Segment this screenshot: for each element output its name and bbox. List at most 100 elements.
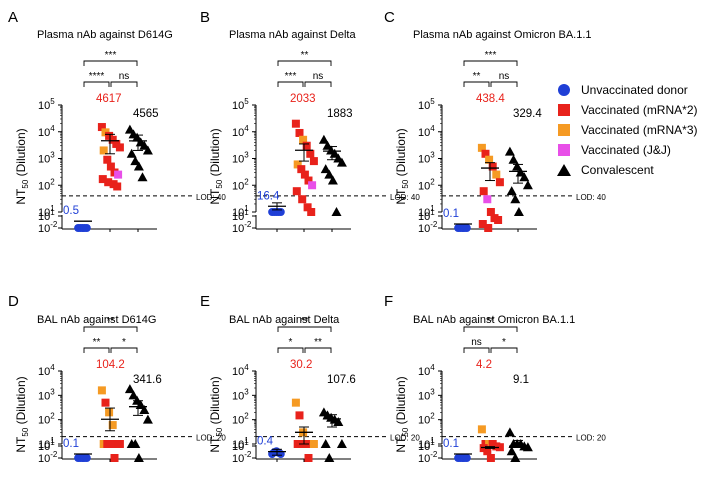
square-icon	[558, 144, 570, 156]
y-tick-label: 102	[38, 412, 55, 427]
data-point-mrna3	[492, 170, 501, 179]
data-point-unvaccinated	[82, 224, 91, 232]
square-icon	[558, 104, 570, 116]
data-point-mrna2	[295, 411, 304, 420]
lod-label: LOD: 40	[196, 193, 226, 202]
significance-bracket	[463, 326, 518, 332]
data-point-mrna2	[291, 119, 300, 128]
legend-label: Convalescent	[581, 163, 654, 177]
significance-bracket	[110, 347, 138, 353]
significance-label: **	[301, 50, 309, 61]
y-axis-label: NT50 (Dilution)	[14, 376, 30, 452]
data-point-convalescent	[336, 157, 347, 167]
data-point-mrna2	[483, 447, 492, 456]
square-icon	[558, 124, 570, 136]
data-point-mrna2	[306, 149, 315, 158]
y-axis-label: NT50 (Dilution)	[208, 376, 224, 452]
y-tick-label: 104	[232, 363, 249, 378]
data-point-convalescent	[506, 186, 517, 196]
legend-item-jj: Vaccinated (J&J)	[556, 140, 712, 160]
data-point-convalescent	[522, 180, 533, 190]
data-point-convalescent	[126, 148, 137, 158]
significance-label: *	[502, 337, 506, 348]
chart-panel-f: F BAL nAb against Omicron BA.1.1 NT50 (Dil…	[384, 293, 606, 465]
lod-label: LOD: 40	[576, 193, 606, 202]
y-tick-label: 105	[232, 97, 249, 112]
data-point-mrna2	[304, 454, 313, 462]
significance-label: **	[301, 316, 309, 327]
significance-bracket	[277, 326, 332, 332]
y-axis-label: NT50 (Dilution)	[394, 376, 410, 452]
y-tick-label: 102	[418, 412, 435, 427]
data-point-mrna2	[484, 224, 493, 232]
data-point-mrna2	[101, 398, 110, 407]
y-tick-label: 104	[418, 124, 435, 139]
panel-letter: E	[200, 293, 210, 310]
y-tick-label: 103	[418, 151, 435, 166]
significance-bracket	[277, 60, 332, 66]
data-point-unvaccinated	[462, 224, 471, 232]
data-point-mrna2	[295, 128, 304, 137]
y-tick-label: 103	[232, 151, 249, 166]
data-point-convalescent	[124, 384, 135, 394]
mean-label: 4565	[133, 108, 159, 120]
legend: Unvaccinated donor Vaccinated (mRNA*2) V…	[556, 80, 712, 180]
significance-bracket	[83, 60, 138, 66]
mean-label: 329.4	[513, 108, 542, 120]
data-point-mrna2	[481, 149, 490, 158]
mean-label: 0.5	[63, 205, 79, 217]
significance-bracket	[304, 81, 332, 87]
triangle-icon	[557, 164, 571, 176]
y-tick-label: 105	[38, 97, 55, 112]
data-point-convalescent	[504, 427, 515, 437]
data-point-mrna2	[98, 175, 107, 184]
panel-letter: F	[384, 293, 393, 310]
significance-bracket	[463, 81, 490, 87]
y-tick-label: 104	[38, 363, 55, 378]
data-point-mrna2	[115, 143, 124, 152]
data-point-mrna2	[97, 123, 106, 132]
data-point-mrna3	[477, 143, 486, 152]
panel-title: Plasma nAb against Delta	[229, 29, 356, 41]
significance-label: *	[122, 337, 126, 348]
y-tick-label: 10-2	[418, 220, 438, 235]
data-point-convalescent	[142, 414, 153, 424]
data-point-mrna2	[495, 443, 504, 452]
panel-letter: B	[200, 9, 210, 26]
data-point-convalescent	[513, 207, 524, 216]
y-tick-label: 105	[418, 97, 435, 112]
data-point-jj	[114, 170, 123, 179]
significance-label: ***	[485, 50, 497, 61]
data-point-convalescent	[130, 439, 141, 448]
data-point-mrna2	[307, 208, 316, 216]
data-point-convalescent	[128, 390, 139, 400]
panel-letter: A	[8, 9, 18, 26]
y-tick-label: 10-2	[38, 450, 58, 465]
data-point-mrna3	[291, 398, 300, 407]
significance-bracket	[83, 347, 110, 353]
data-point-mrna3	[299, 135, 308, 144]
data-point-mrna2	[104, 178, 113, 187]
lod-label: LOD: 40	[390, 193, 420, 202]
significance-bracket	[490, 347, 518, 353]
significance-bracket	[304, 347, 332, 353]
data-point-mrna2	[297, 165, 306, 174]
panel-title: BAL nAb against Delta	[229, 314, 340, 326]
y-tick-label: 103	[38, 151, 55, 166]
y-tick-label: 103	[38, 387, 55, 402]
data-point-convalescent	[320, 164, 331, 174]
mean-label: 1883	[327, 108, 353, 120]
y-tick-label: 102	[38, 177, 55, 192]
mean-label: 104.2	[96, 359, 125, 371]
significance-label: **	[487, 316, 495, 327]
legend-item-mrna2: Vaccinated (mRNA*2)	[556, 100, 712, 120]
data-point-mrna2	[486, 208, 495, 216]
significance-label: *	[289, 337, 293, 348]
data-point-jj	[483, 195, 492, 204]
data-point-mrna2	[300, 170, 309, 179]
y-tick-label: 102	[418, 177, 435, 192]
legend-label: Unvaccinated donor	[581, 83, 688, 97]
data-point-unvaccinated	[276, 208, 285, 216]
data-point-convalescent	[508, 154, 519, 164]
